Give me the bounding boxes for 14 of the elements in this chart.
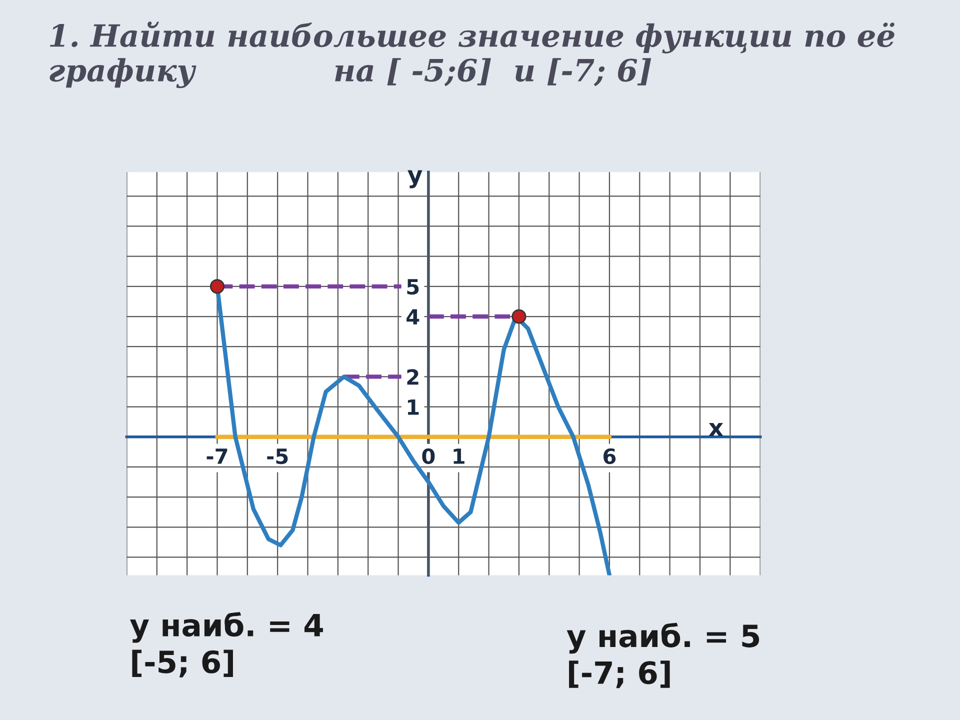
x-tick-label: 0 — [422, 448, 435, 464]
y-tick-label: 1 — [408, 400, 419, 415]
x-axis-title: x — [708, 423, 724, 436]
y-tick-label: 4 — [406, 309, 420, 324]
text: y наиб. = 5 [-7; 6] — [566, 622, 760, 688]
x-tick-label: -7 — [206, 448, 228, 464]
y-tick-label: 2 — [407, 369, 418, 385]
x-tick-label: 1 — [454, 448, 464, 464]
x-tick-label: 6 — [604, 448, 616, 464]
chart-title: 1. Найти наибольшее значение функции по её графику на [ -5;6] и [-7; 6] — [50, 22, 894, 88]
y-axis-title: y — [408, 170, 422, 188]
y-tick-label: 5 — [407, 279, 419, 295]
x-tick-label: -5 — [267, 448, 288, 464]
text: y наиб. = 4 [-5; 6] — [130, 612, 323, 678]
